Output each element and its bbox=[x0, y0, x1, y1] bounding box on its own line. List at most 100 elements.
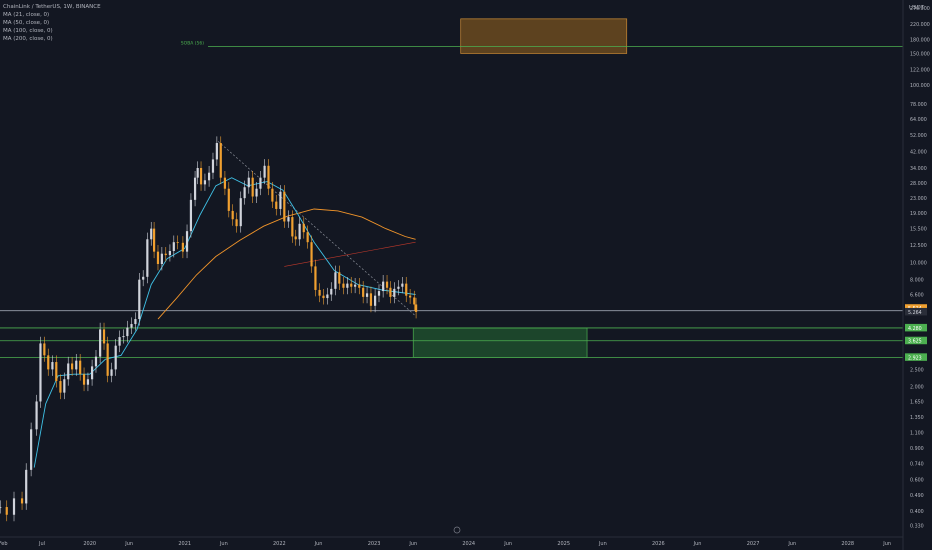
price-badge-label: 3.625 bbox=[908, 339, 922, 345]
price-axis-currency: USDT bbox=[909, 5, 925, 11]
candle-body bbox=[193, 177, 197, 200]
y-tick-label: 12.500 bbox=[910, 243, 927, 249]
candle-body bbox=[231, 210, 234, 220]
candle-body bbox=[374, 295, 377, 306]
candle-body bbox=[55, 362, 58, 382]
candle-body bbox=[298, 223, 301, 240]
price-badge bbox=[905, 323, 927, 332]
y-tick-label: 6.600 bbox=[910, 292, 924, 298]
y-tick-label: 2.000 bbox=[910, 385, 924, 391]
candle-body bbox=[377, 291, 381, 296]
candle-body bbox=[393, 288, 396, 297]
candle-body bbox=[287, 217, 290, 222]
y-tick-label: 78.000 bbox=[910, 102, 927, 108]
time-axis: Feb Jul 2020 Jun 2021 Jun 2022 Jun 2023 Jun 2024 Ju… bbox=[0, 536, 903, 547]
y-tick-label: 19.000 bbox=[910, 211, 927, 217]
candle-body bbox=[86, 379, 90, 385]
candle-body bbox=[134, 319, 137, 325]
x-tick-label: 2028 bbox=[841, 541, 854, 547]
candle-body bbox=[314, 266, 317, 290]
candle-body bbox=[338, 272, 341, 284]
candle-body bbox=[414, 304, 418, 312]
candle-body bbox=[235, 219, 238, 227]
candle-body bbox=[354, 284, 357, 287]
indicator-ma100[interactable]: MA (100, close, 0) bbox=[3, 28, 53, 34]
y-tick-label: 42.000 bbox=[910, 150, 927, 156]
x-tick-label: Feb bbox=[0, 541, 8, 547]
candle-body bbox=[118, 337, 121, 346]
price-badge-label: 4.280 bbox=[908, 326, 922, 332]
candle-body bbox=[59, 381, 62, 393]
x-tick-label: Jun bbox=[787, 541, 796, 547]
y-tick-label: 1.100 bbox=[910, 431, 924, 437]
candle-body bbox=[90, 366, 94, 380]
symbol-title[interactable]: ChainLink / TetherUS, 1W, BINANCE bbox=[3, 4, 101, 10]
price-badge bbox=[905, 336, 927, 345]
candle-body bbox=[413, 297, 416, 305]
y-tick-label: 0.400 bbox=[910, 509, 924, 515]
candle-body bbox=[346, 283, 349, 288]
candle-body bbox=[63, 379, 66, 393]
price-badge-label: 5.264 bbox=[908, 310, 922, 316]
candle-body bbox=[122, 336, 125, 338]
candle-body bbox=[67, 363, 70, 380]
candle-body bbox=[39, 343, 42, 402]
x-tick-label: 2025 bbox=[557, 541, 570, 547]
candle-body bbox=[215, 143, 218, 160]
indicator-ma200[interactable]: MA (200, close, 0) bbox=[3, 36, 53, 42]
candle-body bbox=[223, 177, 227, 189]
y-tick-label: 2.500 bbox=[910, 367, 924, 373]
candle-body bbox=[0, 507, 2, 508]
indicator-ma50[interactable]: MA (50, close, 0) bbox=[3, 20, 50, 26]
candle-body bbox=[146, 239, 149, 277]
x-tick-label: Jul bbox=[38, 541, 45, 547]
candle-body bbox=[283, 191, 286, 222]
y-tick-label: 180.000 bbox=[910, 37, 930, 43]
x-tick-label: Jun bbox=[503, 541, 512, 547]
candle-body bbox=[94, 356, 98, 367]
x-tick-label: 2022 bbox=[273, 541, 286, 547]
x-tick-label: 2021 bbox=[178, 541, 191, 547]
candle-body bbox=[279, 191, 282, 209]
x-tick-label: 2020 bbox=[83, 541, 96, 547]
y-tick-label: 100.000 bbox=[910, 83, 930, 89]
x-tick-label: Jun bbox=[598, 541, 607, 547]
candle-body bbox=[164, 253, 167, 256]
candle-body bbox=[75, 360, 78, 370]
candle-body bbox=[259, 177, 262, 189]
y-tick-label: 1.350 bbox=[910, 415, 924, 421]
candle-body bbox=[99, 329, 102, 357]
chart-legend: ChainLink / TetherUS, 1W, BINANCE MA (21… bbox=[3, 3, 101, 43]
candle-body bbox=[189, 199, 193, 232]
y-tick-label: 10.000 bbox=[910, 260, 927, 266]
candle-body bbox=[35, 401, 38, 430]
candle-body bbox=[322, 295, 325, 299]
x-tick-label: Jun bbox=[882, 541, 891, 547]
y-tick-label: 0.900 bbox=[910, 446, 924, 452]
y-tick-label: 1.650 bbox=[910, 399, 924, 405]
candle-body bbox=[247, 177, 250, 188]
candle-body bbox=[389, 287, 392, 297]
candle-body bbox=[255, 188, 258, 197]
candle-body bbox=[181, 242, 184, 252]
candle-body bbox=[47, 355, 50, 370]
indicator-ma21[interactable]: MA (21, close, 0) bbox=[3, 12, 50, 18]
candle-body bbox=[306, 232, 309, 243]
target-zone bbox=[460, 18, 628, 54]
candle-body bbox=[294, 236, 297, 240]
x-tick-label: Jun bbox=[408, 541, 417, 547]
candle-body bbox=[185, 231, 189, 252]
x-tick-label: Jun bbox=[219, 541, 228, 547]
candle-body bbox=[156, 251, 160, 264]
price-candles bbox=[0, 136, 418, 522]
candle-body bbox=[271, 188, 274, 202]
candle-body bbox=[207, 172, 211, 181]
price-badge bbox=[905, 307, 927, 316]
y-tick-label: 23.000 bbox=[910, 196, 927, 202]
candle-body bbox=[326, 294, 329, 299]
candle-body bbox=[405, 283, 408, 296]
